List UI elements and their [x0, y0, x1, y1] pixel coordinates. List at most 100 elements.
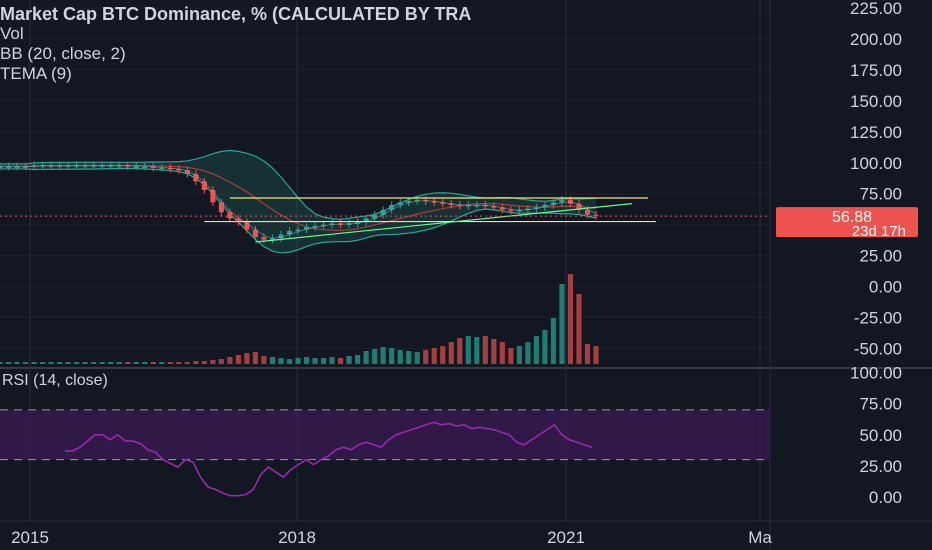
volume-bar: [218, 359, 224, 364]
volume-bar: [372, 349, 378, 364]
price-tick-label: 125.00: [850, 123, 902, 142]
candle-body: [74, 165, 80, 167]
price-tick-label: -50.00: [854, 339, 902, 358]
time-tick-label: 2018: [278, 528, 316, 547]
candle-body: [159, 167, 165, 170]
volume-bar: [235, 355, 241, 364]
candle-body: [286, 230, 293, 235]
candle-body: [312, 225, 318, 228]
rsi-tick-label: 100.00: [850, 364, 902, 383]
rsi-tick-label: 75.00: [859, 395, 902, 414]
candle-body: [210, 189, 216, 203]
volume-bar: [414, 352, 420, 364]
candle-body: [218, 202, 224, 213]
candle-body: [440, 202, 446, 204]
volume-bar: [40, 362, 46, 364]
candle-body: [533, 207, 539, 209]
volume-bar: [210, 360, 216, 364]
volume-bar: [576, 294, 582, 364]
volume-bar: [567, 274, 574, 364]
time-axis[interactable]: 2015 2018 2021 Ma: [11, 528, 772, 547]
volume-bar: [525, 342, 531, 364]
price-tick-label: 200.00: [850, 30, 902, 49]
rsi-tick-label: 0.00: [869, 488, 902, 507]
candle-body: [363, 218, 369, 223]
time-tick-label: Ma: [748, 528, 772, 547]
candle-body: [235, 218, 241, 223]
candle-body: [269, 238, 276, 240]
volume-bar: [457, 338, 463, 364]
volume-bar: [22, 362, 29, 364]
price-label-value: 56.88: [832, 209, 872, 226]
volume-bar: [491, 339, 497, 364]
volume-bar: [593, 346, 599, 364]
price-axis[interactable]: 225.00 200.00 175.00 150.00 125.00 100.00 75.0…: [850, 0, 902, 507]
tema-path: [0, 164, 597, 239]
volume-bar: [125, 362, 131, 364]
volume-bar: [423, 350, 429, 364]
candle-body: [184, 170, 190, 174]
candle-body: [499, 207, 505, 210]
candle-body: [457, 204, 463, 207]
time-tick-label: 2021: [547, 528, 585, 547]
volume-bar: [312, 358, 318, 364]
candle-body: [508, 209, 514, 212]
candle-body: [57, 165, 63, 167]
time-tick-label: 2015: [11, 528, 49, 547]
volume-bar: [201, 361, 207, 364]
volume-bar: [508, 348, 514, 364]
volume-bar: [380, 347, 386, 364]
price-tick-label: 0.00: [869, 278, 902, 297]
price-label-box: [776, 207, 918, 238]
bb-lower: [0, 167, 597, 254]
volume-bar: [244, 353, 250, 364]
candle-body: [0, 166, 3, 168]
volume-bar: [99, 362, 105, 364]
volume-bar: [329, 357, 335, 364]
volume-bar: [108, 362, 114, 364]
volume-bar: [295, 358, 301, 364]
volume-bar: [142, 362, 148, 364]
rsi-legend[interactable]: RSI (14, close): [2, 372, 108, 389]
candle-body: [116, 165, 122, 167]
candle-body: [65, 165, 71, 167]
candle-body: [99, 165, 105, 167]
price-tick-label: 150.00: [850, 92, 902, 111]
candle-body: [278, 234, 284, 239]
candle-body: [261, 237, 267, 240]
candle-body: [542, 204, 548, 208]
volume-bar: [193, 361, 199, 364]
volume-bar: [320, 358, 327, 364]
candle-body: [380, 209, 386, 215]
rsi-line: [65, 421, 593, 497]
volume-bar: [133, 362, 139, 364]
candle-body: [14, 166, 20, 168]
volume-bar: [303, 357, 310, 364]
candle-body: [559, 199, 565, 203]
candle-body: [201, 181, 207, 190]
rsi-band: [0, 409, 770, 461]
volume-bar: [0, 362, 3, 364]
volume-bar: [440, 346, 446, 364]
volume-bar: [278, 358, 284, 364]
candle-body: [142, 166, 148, 168]
candle-body: [576, 203, 582, 210]
price-tick-label: -25.00: [854, 309, 902, 328]
volume-bar: [5, 362, 12, 364]
volume-bar: [516, 346, 522, 364]
volume-bar: [14, 362, 20, 364]
volume-bar: [338, 358, 344, 364]
candle-body: [227, 212, 233, 219]
volume-bar: [559, 284, 565, 364]
volume-bar: [150, 362, 156, 364]
candle-body: [593, 214, 599, 217]
candle-body: [193, 173, 199, 182]
volume-bar: [584, 344, 591, 364]
candle-body: [329, 223, 335, 225]
volume-bar: [184, 362, 190, 364]
volume-bar: [286, 359, 293, 364]
candle-body: [244, 222, 250, 230]
volume-bar: [482, 336, 488, 364]
